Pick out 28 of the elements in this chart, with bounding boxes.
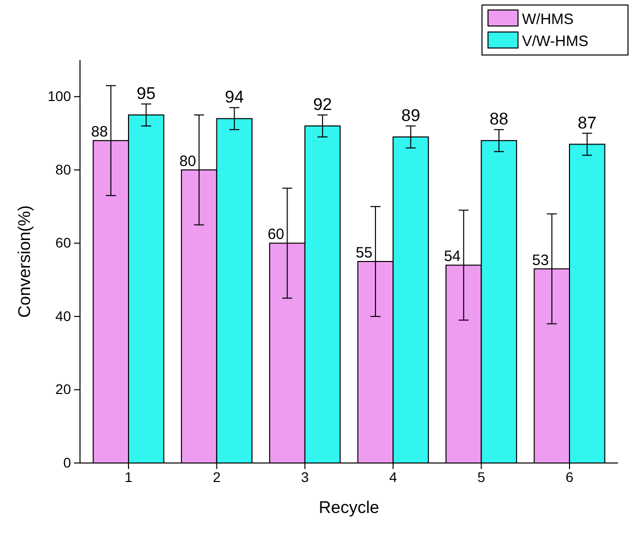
y-tick-label: 40	[55, 308, 72, 324]
legend-label: V/W-HMS	[522, 33, 588, 50]
data-label: 95	[136, 84, 156, 103]
x-tick-label: 6	[566, 468, 574, 485]
data-label: 88	[91, 124, 108, 141]
data-label: 60	[268, 226, 284, 244]
x-axis-title: Recycle	[318, 498, 380, 517]
y-tick-label: 0	[63, 454, 72, 470]
y-tick-label: 100	[48, 88, 72, 104]
y-axis-title: Conversion(%)	[15, 205, 34, 318]
x-tick-label: 4	[389, 468, 398, 485]
data-label: 53	[532, 252, 549, 269]
legend-label: W/HMS	[522, 11, 574, 28]
data-label: 92	[313, 94, 332, 114]
data-label: 88	[489, 110, 508, 129]
data-label: 54	[444, 248, 461, 266]
x-tick-label: 1	[124, 468, 133, 485]
x-tick-label: 3	[301, 468, 310, 485]
data-label: 80	[179, 152, 196, 170]
data-label: 89	[401, 106, 420, 125]
x-tick-label: 2	[212, 468, 221, 485]
data-label: 55	[356, 244, 372, 262]
y-tick-label: 80	[55, 161, 72, 178]
y-tick-label: 20	[55, 381, 72, 398]
y-tick-label: 60	[55, 234, 72, 251]
data-label: 87	[578, 113, 597, 132]
x-tick-label: 5	[477, 468, 486, 485]
data-label: 94	[224, 88, 244, 107]
